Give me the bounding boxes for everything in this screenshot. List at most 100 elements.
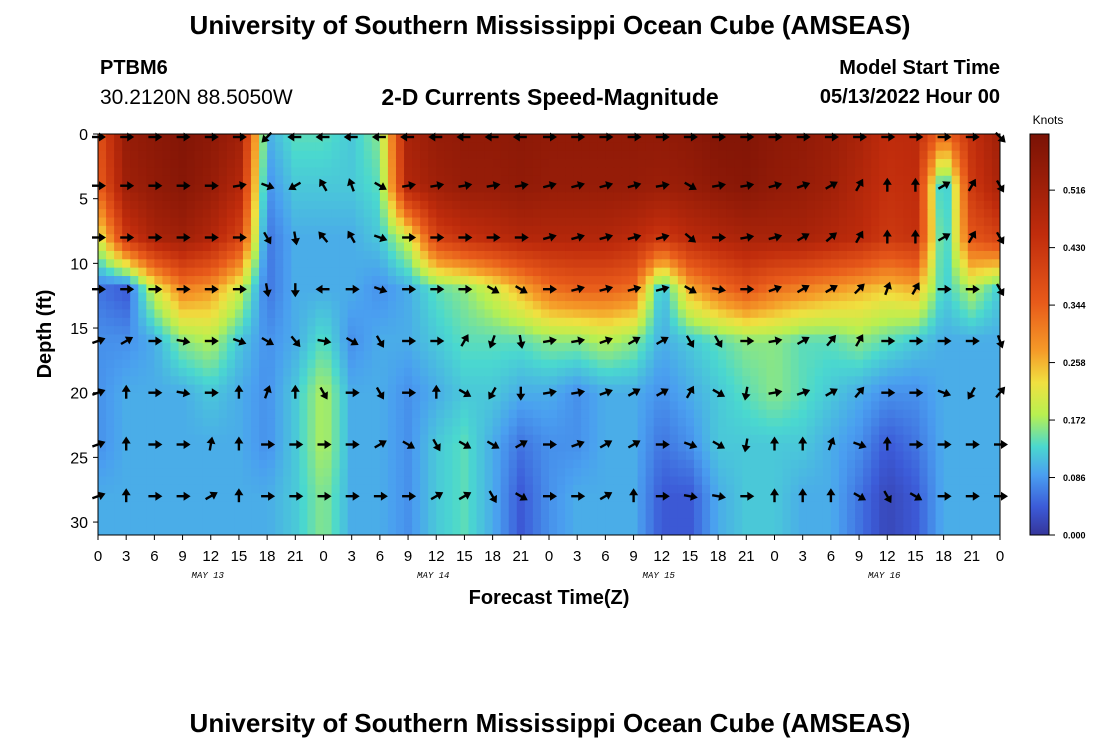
heatmap-cell (758, 209, 768, 219)
heatmap-cell (871, 317, 880, 327)
heatmap-cell (468, 376, 478, 386)
heatmap-cell (903, 451, 913, 461)
heatmap-cell (879, 159, 888, 169)
heatmap-cell (395, 326, 405, 336)
heatmap-cell (557, 292, 566, 302)
heatmap-cell (766, 351, 776, 361)
heatmap-cell (790, 209, 800, 219)
heatmap-cell (138, 409, 147, 419)
heatmap-cell (468, 359, 478, 369)
heatmap-cell (379, 334, 389, 344)
heatmap-cell (476, 309, 486, 319)
heatmap-cell (766, 359, 776, 369)
heatmap-cell (677, 384, 687, 394)
heatmap-cell (275, 217, 284, 227)
heatmap-cell (540, 351, 550, 361)
heatmap-cell (879, 242, 888, 252)
heatmap-cell (798, 292, 808, 302)
heatmap-cell (565, 426, 574, 436)
heatmap-cell (436, 342, 445, 352)
heatmap-cell (363, 200, 373, 210)
heatmap-cell (702, 150, 711, 160)
heatmap-cell (114, 200, 123, 210)
heatmap-cell (629, 150, 639, 160)
heatmap-cell (943, 225, 953, 235)
heatmap-cell (991, 175, 1000, 185)
heatmap-cell (371, 334, 381, 344)
heatmap-cell (710, 267, 719, 277)
heatmap-cell (653, 443, 663, 453)
heatmap-cell (339, 434, 349, 444)
heatmap-cell (460, 234, 470, 244)
heatmap-cell (363, 392, 373, 402)
heatmap-cell (863, 301, 872, 311)
heatmap-cell (283, 309, 292, 319)
heatmap-cell (991, 443, 1000, 453)
heatmap-cell (702, 292, 711, 302)
heatmap-cell (98, 217, 107, 227)
heatmap-cell (927, 476, 937, 486)
heatmap-cell (371, 501, 381, 511)
heatmap-cell (903, 250, 913, 260)
heatmap-cell (806, 392, 816, 402)
heatmap-cell (637, 401, 647, 411)
heatmap-cell (653, 242, 663, 252)
heatmap-cell (323, 250, 333, 260)
heatmap-cell (814, 159, 824, 169)
heatmap-cell (927, 392, 937, 402)
heatmap-cell (951, 434, 961, 444)
heatmap-cell (830, 184, 840, 194)
heatmap-cell (798, 276, 808, 285)
heatmap-cell (307, 209, 317, 219)
heatmap-cell (613, 459, 623, 469)
heatmap-cell (371, 451, 381, 461)
heatmap-cell (718, 342, 727, 352)
heatmap-cell (218, 418, 228, 427)
heatmap-cell (959, 159, 969, 169)
heatmap-cell (524, 225, 534, 235)
heatmap-cell (524, 259, 534, 269)
heatmap-cell (387, 376, 397, 386)
heatmap-cell (218, 309, 228, 319)
heatmap-cell (226, 301, 236, 311)
heatmap-cell (830, 351, 840, 361)
heatmap-cell (452, 175, 462, 185)
heatmap-cell (387, 276, 397, 285)
heatmap-cell (299, 367, 308, 377)
heatmap-cell (194, 459, 204, 469)
heatmap-cell (154, 392, 164, 402)
heatmap-cell (782, 484, 792, 494)
heatmap-cell (863, 326, 872, 336)
heatmap-cell (420, 451, 429, 461)
heatmap-cell (452, 209, 462, 219)
heatmap-cell (927, 484, 937, 494)
heatmap-cell (395, 184, 405, 194)
heatmap-cell (830, 376, 840, 386)
heatmap-cell (178, 142, 188, 152)
heatmap-cell (605, 292, 615, 302)
heatmap-cell (162, 142, 172, 152)
heatmap-cell (387, 351, 397, 361)
heatmap-cell (822, 259, 832, 269)
heatmap-cell (557, 250, 566, 260)
heatmap-cell (114, 384, 123, 394)
heatmap-cell (750, 334, 759, 344)
heatmap-cell (806, 376, 816, 386)
heatmap-cell (661, 326, 671, 336)
heatmap-cell (967, 217, 977, 227)
heatmap-cell (557, 334, 566, 344)
heatmap-cell (251, 418, 260, 427)
heatmap-cell (412, 250, 421, 260)
heatmap-cell (404, 326, 413, 336)
heatmap-cell (540, 134, 550, 143)
heatmap-cell (516, 451, 526, 461)
heatmap-cell (178, 401, 188, 411)
heatmap-cell (339, 501, 349, 511)
heatmap-cell (573, 200, 582, 210)
heatmap-cell (347, 351, 357, 361)
heatmap-cell (339, 167, 349, 177)
heatmap-cell (492, 493, 502, 503)
heatmap-cell (387, 334, 397, 344)
heatmap-cell (693, 426, 703, 436)
heatmap-cell (428, 209, 437, 219)
